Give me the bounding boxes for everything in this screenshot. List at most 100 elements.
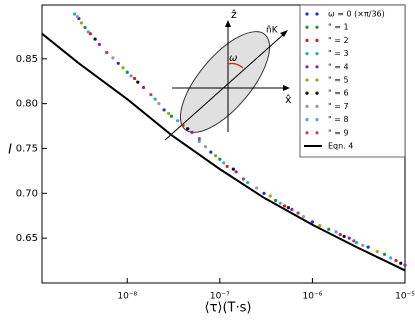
point	[203, 145, 208, 149]
point	[73, 12, 77, 16]
point	[79, 21, 84, 25]
omega-label: ω	[229, 53, 237, 64]
legend-label: ω = 0 (×π/36)	[328, 10, 385, 19]
point	[366, 245, 370, 249]
point	[213, 154, 218, 158]
legend-swatch	[315, 104, 319, 108]
point	[83, 25, 87, 30]
legend-swatch	[305, 25, 309, 29]
point	[75, 15, 80, 19]
point	[116, 61, 120, 65]
legend-swatch	[305, 91, 309, 95]
legend-swatch	[315, 91, 319, 95]
point	[136, 80, 140, 84]
ellipse	[179, 31, 271, 133]
arrow-head	[283, 85, 290, 91]
arrow-head	[225, 20, 231, 27]
legend-label: " = 7	[328, 102, 349, 111]
point	[354, 241, 359, 245]
point	[88, 32, 93, 36]
arrow-head	[280, 30, 288, 37]
x-tick-label: 10⁻⁵	[395, 292, 415, 302]
point	[190, 130, 194, 134]
legend-swatch	[315, 25, 319, 29]
point	[169, 114, 174, 118]
n-axis	[164, 33, 285, 141]
point	[231, 167, 235, 171]
legend-label: " = 9	[328, 128, 349, 137]
y-tick-label: 0.80	[16, 99, 38, 110]
point	[290, 207, 294, 212]
x-tick-label: 10⁻⁶	[303, 292, 323, 302]
point	[403, 263, 407, 267]
point	[153, 97, 157, 101]
legend-label: " = 2	[328, 36, 349, 45]
point	[222, 161, 226, 165]
y-tick-label: 0.75	[16, 143, 38, 154]
point	[125, 70, 129, 74]
point	[375, 250, 379, 254]
point	[129, 74, 133, 78]
x-tick-label: 10⁻⁷	[210, 292, 230, 302]
n-label: n̂K	[266, 25, 279, 36]
legend-swatch	[305, 131, 309, 135]
point	[149, 93, 153, 97]
point	[197, 137, 201, 141]
inset-diagram: ẑ x̂ n̂K ω	[164, 8, 292, 141]
point	[361, 243, 365, 247]
legend-label: Eqn. 4	[328, 142, 353, 151]
angle-arc	[227, 62, 244, 69]
x-axis-label: ⟨τ⟩(T·s)	[205, 301, 252, 316]
legend-swatch	[315, 78, 319, 82]
point	[286, 206, 290, 210]
legend-swatch	[305, 118, 309, 122]
point	[241, 177, 246, 181]
legend-swatch	[305, 78, 309, 82]
point	[327, 227, 331, 231]
legend-swatch	[315, 52, 319, 56]
point	[389, 256, 393, 260]
legend-label: " = 4	[328, 62, 349, 71]
point	[301, 215, 306, 219]
point	[197, 139, 201, 143]
point	[86, 30, 90, 34]
point	[318, 224, 322, 228]
point	[141, 85, 146, 90]
point	[132, 76, 137, 81]
point	[262, 191, 266, 195]
point	[181, 123, 185, 127]
point	[278, 201, 282, 205]
point	[282, 204, 287, 208]
legend-swatch	[305, 52, 309, 56]
point	[382, 252, 387, 256]
point	[399, 261, 403, 265]
point	[167, 111, 171, 116]
legend-swatch	[315, 131, 319, 135]
x-tick-label: 10⁻⁸	[117, 292, 137, 302]
z-label: ẑ	[231, 8, 237, 21]
point	[225, 164, 229, 169]
point	[268, 194, 272, 198]
plot-area	[41, 12, 407, 272]
y-tick-label: 0.70	[16, 188, 38, 199]
y-tick-label: 0.85	[16, 54, 38, 65]
legend-label: " = 6	[328, 89, 349, 98]
legend-swatch	[315, 38, 319, 43]
point	[352, 239, 356, 243]
legend-swatch	[315, 65, 319, 69]
point	[121, 66, 125, 70]
legend-label: " = 3	[328, 49, 349, 58]
point	[111, 56, 115, 60]
point	[218, 157, 222, 161]
point	[234, 170, 238, 174]
legend-swatch	[315, 12, 319, 16]
point	[310, 220, 315, 224]
point	[246, 180, 250, 185]
point	[342, 234, 346, 238]
point	[97, 42, 101, 47]
point	[105, 50, 109, 55]
y-axis-label: I	[8, 143, 12, 158]
point	[296, 211, 300, 215]
point	[273, 198, 278, 203]
